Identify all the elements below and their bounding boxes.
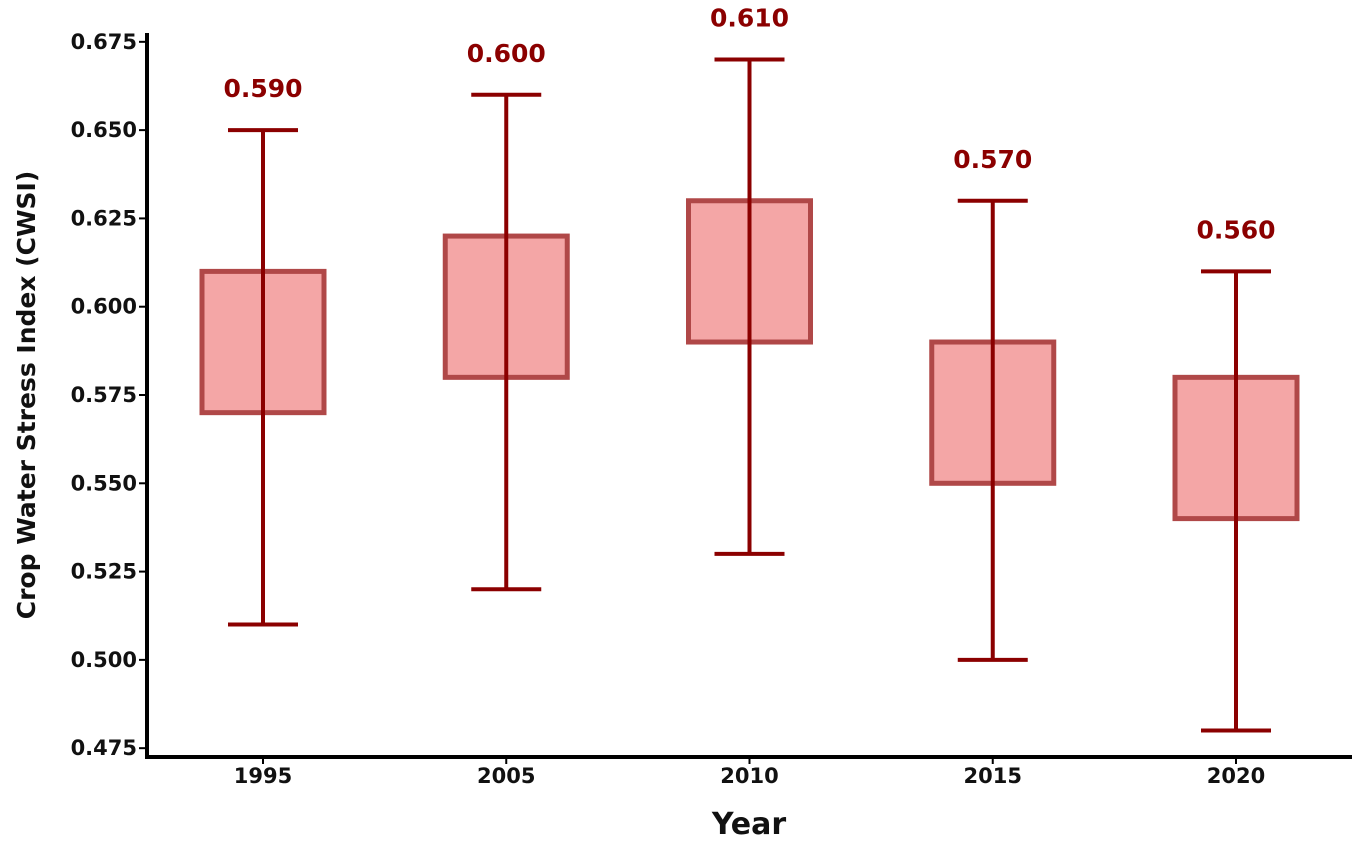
y-tick-label: 0.500 — [71, 648, 137, 672]
y-tick-label: 0.525 — [71, 560, 137, 584]
value-label-2010: 0.610 — [710, 3, 789, 32]
y-tick-label: 0.650 — [71, 118, 137, 142]
x-axis-title: Year — [711, 807, 787, 842]
value-label-2005: 0.600 — [467, 39, 546, 68]
y-tick-label: 0.575 — [71, 383, 137, 407]
x-tick-label: 2020 — [1207, 764, 1265, 788]
y-tick-label: 0.675 — [71, 30, 137, 54]
x-tick-label: 2005 — [477, 764, 535, 788]
y-axis-ticks: 0.475 0.500 0.525 0.550 0.575 0.600 0.625 0.650… — [71, 30, 147, 760]
box-group-2020: 0.560 — [1172, 215, 1300, 733]
y-tick-label: 0.475 — [71, 736, 137, 760]
x-axis-ticks: 1995 2005 2010 2015 2020 — [234, 757, 1265, 788]
box-group-1995: 0.590 — [199, 74, 327, 627]
value-label-2015: 0.570 — [953, 145, 1032, 174]
x-tick-label: 1995 — [234, 764, 292, 788]
x-tick-label: 2015 — [964, 764, 1022, 788]
x-tick-label: 2010 — [720, 764, 778, 788]
box-group-2005: 0.600 — [442, 39, 570, 592]
box-group-2010: 0.610 — [686, 3, 813, 556]
y-tick-label: 0.625 — [71, 206, 137, 230]
box-group-2015: 0.570 — [929, 145, 1057, 662]
value-label-2020: 0.560 — [1196, 215, 1275, 244]
value-label-1995: 0.590 — [223, 74, 302, 103]
y-axis-title: Crop Water Stress Index (CWSI) — [12, 171, 41, 620]
plot-area: 0.590 0.600 0.610 0.570 0.560 — [199, 3, 1300, 733]
y-tick-label: 0.600 — [71, 295, 137, 319]
y-tick-label: 0.550 — [71, 471, 137, 495]
